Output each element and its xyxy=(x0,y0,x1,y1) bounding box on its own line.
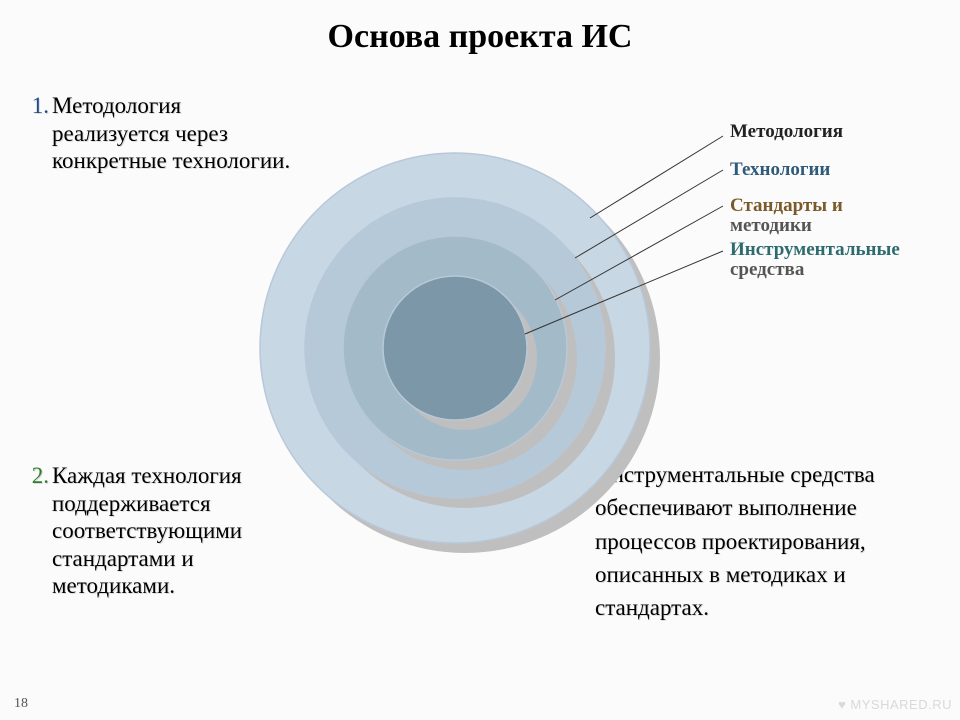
legend-methodology: Методология xyxy=(730,122,843,142)
legend-standards-a: Стандарты и xyxy=(730,196,843,216)
legend-technologies: Технологии xyxy=(730,160,830,180)
concentric-rings-diagram xyxy=(0,0,960,720)
page-number: 18 xyxy=(14,696,28,712)
legend-tools-b: средства xyxy=(730,260,804,280)
legend-tools-a: Инструментальные xyxy=(730,240,900,260)
legend-standards-b: методики xyxy=(730,216,812,236)
watermark: ♥ MYSHARED.RU xyxy=(838,697,952,712)
